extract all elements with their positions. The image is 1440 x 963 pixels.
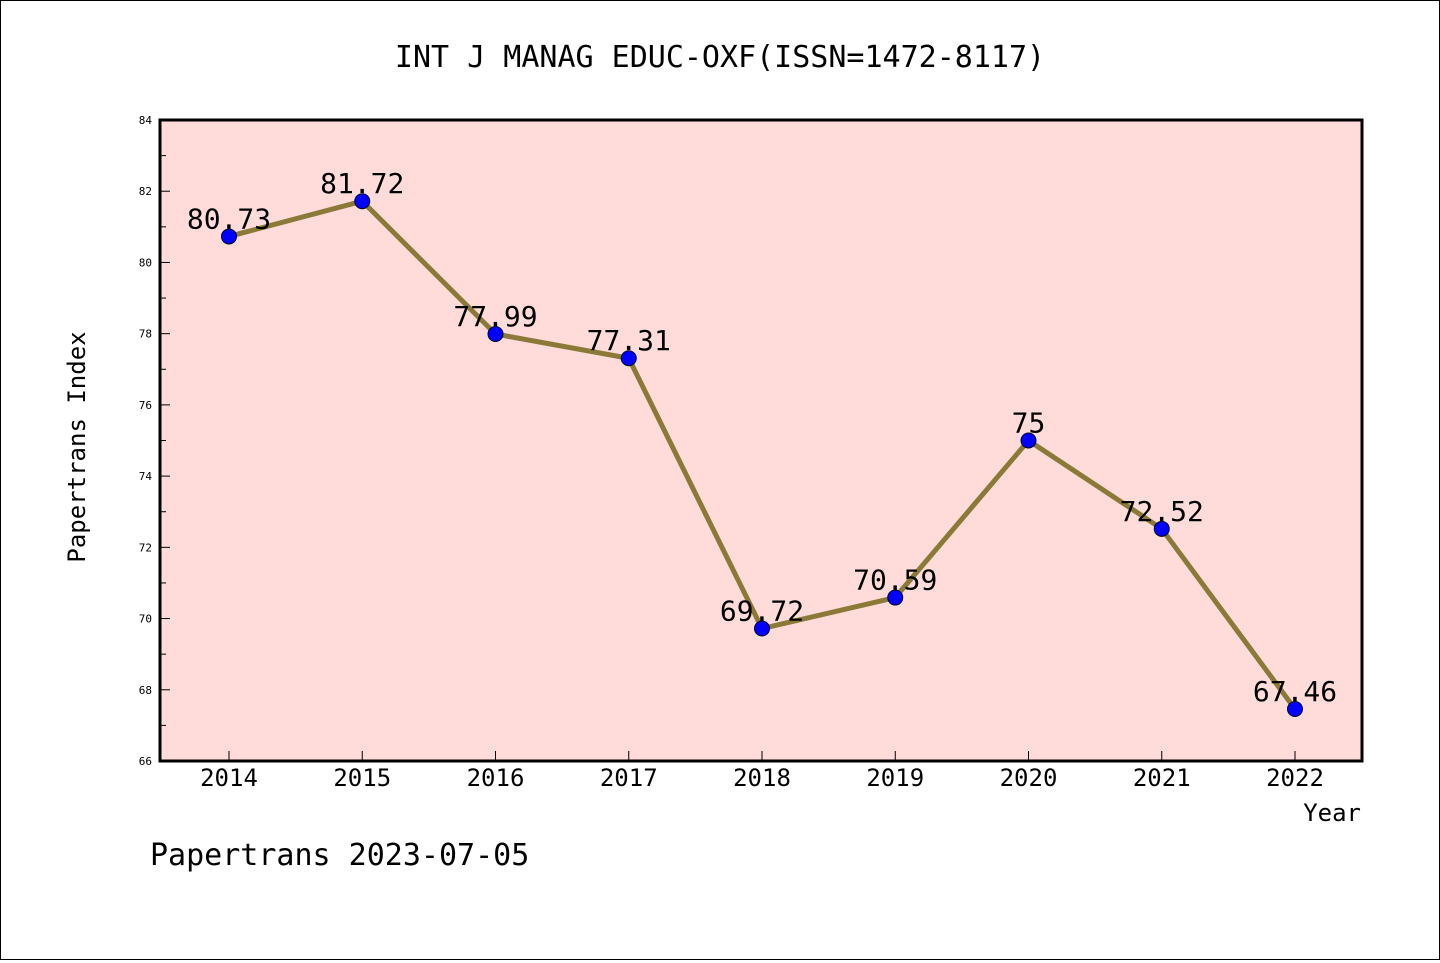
- data-point: [620, 350, 637, 367]
- data-label: 77.31: [587, 324, 671, 357]
- data-point: [1287, 701, 1303, 718]
- x-axis-label: Year: [1303, 799, 1361, 827]
- data-label: 69.72: [720, 595, 804, 628]
- data-labels: 80.73 81.72 77.99 77.31 69.72 70.59 75 72.52 67.…: [187, 167, 1337, 708]
- data-point: [354, 193, 371, 210]
- y-axis-ticks: 66 68 70 72 74 76 78 80 82 84: [139, 114, 170, 768]
- x-tick-label: 2021: [1133, 764, 1191, 792]
- y-tick-label: 82: [139, 185, 152, 198]
- plot-area: [158, 118, 1364, 763]
- y-axis-label: Papertrans Index: [63, 331, 91, 562]
- data-point: [887, 589, 904, 606]
- x-tick-label: 2016: [467, 764, 525, 792]
- y-tick-label: 66: [139, 755, 152, 768]
- data-label: 75: [1012, 407, 1046, 440]
- y-tick-label: 84: [139, 114, 153, 127]
- x-tick-label: 2015: [333, 764, 391, 792]
- y-tick-label: 72: [139, 541, 152, 554]
- data-point: [754, 620, 770, 637]
- data-label: 80.73: [187, 202, 271, 235]
- data-label: 77.99: [453, 300, 537, 333]
- x-tick-label: 2019: [866, 764, 924, 792]
- y-tick-label: 68: [139, 684, 152, 697]
- y-tick-label: 78: [139, 328, 152, 341]
- data-label: 70.59: [853, 564, 937, 597]
- x-tick-label: 2014: [200, 764, 258, 792]
- x-tick-label: 2017: [600, 764, 658, 792]
- data-point: [1020, 432, 1037, 449]
- y-tick-label: 70: [139, 613, 152, 626]
- footer-text: Papertrans 2023-07-05: [150, 838, 529, 873]
- data-point: [221, 228, 237, 245]
- data-label: 67.46: [1253, 675, 1337, 708]
- x-tick-label: 2020: [1000, 764, 1058, 792]
- y-tick-label: 74: [139, 470, 153, 483]
- chart-title: INT J MANAG EDUC-OXF(ISSN=1472-8117): [395, 40, 1045, 75]
- data-label: 72.52: [1120, 495, 1204, 528]
- data-label: 81.72: [320, 167, 404, 200]
- y-tick-label: 80: [139, 256, 152, 269]
- x-axis-ticks: 2014 2015 2016 2017 2018 2019 2020 2021 2022: [200, 751, 1324, 792]
- x-tick-label: 2022: [1266, 764, 1324, 792]
- series-papertrans-index: [221, 193, 1303, 718]
- data-point: [1153, 520, 1170, 537]
- x-tick-label: 2018: [733, 764, 791, 792]
- data-point: [487, 326, 504, 343]
- y-tick-label: 76: [139, 399, 152, 412]
